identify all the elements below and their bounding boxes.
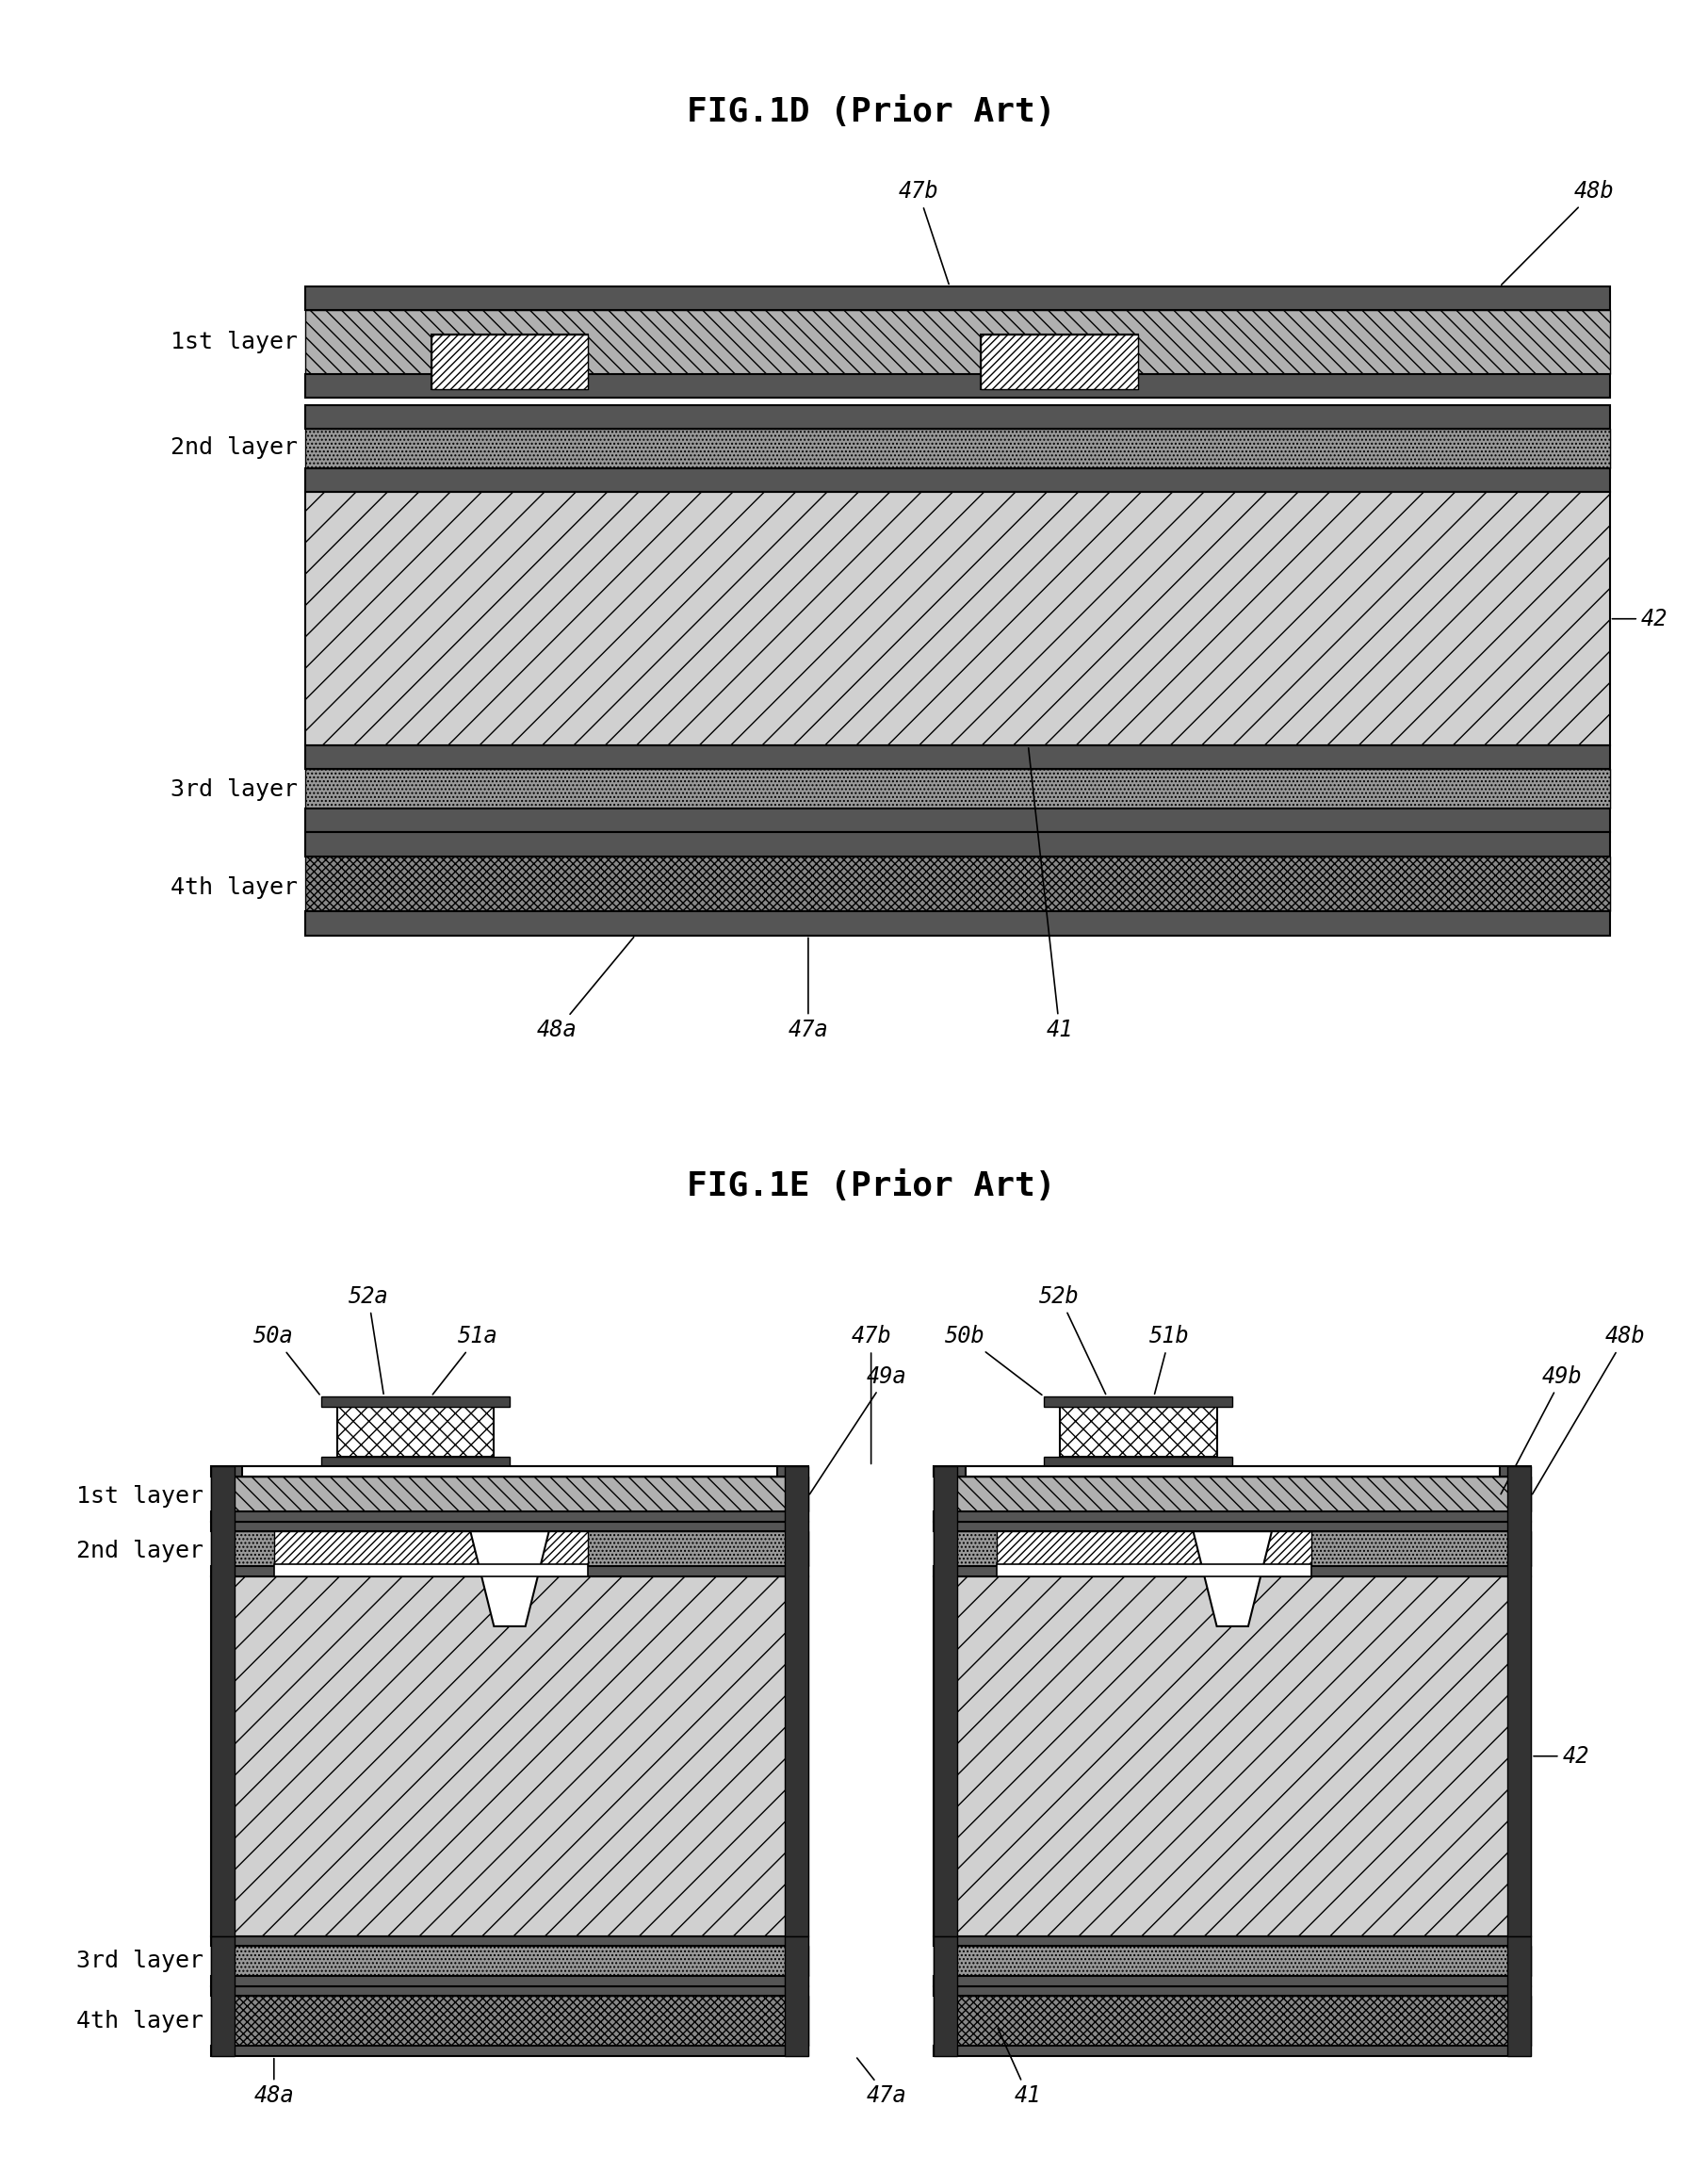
Text: 52a: 52a [348,1285,388,1394]
Bar [243,1465,777,1476]
Bar [980,334,1138,389]
Text: 47a: 47a [857,2058,907,2108]
Text: 47a: 47a [787,938,828,1042]
Bar [306,406,1609,430]
Text: 3rd layer: 3rd layer [171,779,297,801]
Bar [1508,1937,1530,2056]
Bar [306,831,1609,855]
Bar [212,1476,808,1511]
Bar [934,1945,1530,1976]
Text: 1st layer: 1st layer [171,330,297,354]
Bar [1044,1457,1233,1465]
Bar [273,1565,588,1576]
Text: 47b: 47b [898,180,950,284]
Text: 41: 41 [997,2028,1042,2108]
Bar [784,1937,808,2056]
Bar [306,469,1609,493]
Text: FIG.1D (Prior Art): FIG.1D (Prior Art) [687,96,1056,128]
Bar [212,1531,808,1565]
Bar [934,1995,1530,2045]
Bar [997,1531,1312,1565]
Text: 1st layer: 1st layer [77,1485,203,1507]
Bar [321,1396,509,1407]
Bar [306,745,1609,769]
Bar [934,1576,1530,1937]
Text: 47b: 47b [851,1324,892,1463]
Text: 49a: 49a [810,1366,907,1494]
Text: 49b: 49b [1501,1366,1583,1494]
Polygon shape [470,1531,548,1626]
Bar [1044,1396,1233,1407]
Bar [212,1937,808,1945]
Bar [784,1465,808,1937]
Bar [306,493,1609,745]
Text: 2nd layer: 2nd layer [171,436,297,460]
Bar [212,1465,808,1476]
Bar [934,1937,958,2056]
Bar [273,1531,588,1565]
Bar [306,769,1609,808]
Bar [980,334,1138,389]
Bar [934,1531,1530,1565]
Bar [212,1576,808,1937]
Bar [212,1995,808,2045]
Bar [212,1465,234,1937]
Bar [306,287,1609,310]
Bar [965,1465,1500,1476]
Bar [212,1522,808,1531]
Text: 50b: 50b [945,1324,1042,1396]
Bar [934,1565,1530,1576]
Bar [306,808,1609,831]
Bar [306,855,1609,912]
Bar [934,1465,1530,1476]
Bar [321,1457,509,1465]
Bar [212,1511,808,1522]
Bar [306,373,1609,397]
Bar [430,334,588,389]
Text: 50a: 50a [254,1324,319,1394]
Bar [934,1976,1530,1986]
Text: 52b: 52b [1040,1285,1105,1394]
Bar [934,1522,1530,1531]
Text: 4th layer: 4th layer [171,877,297,899]
Bar [212,1986,808,1995]
Text: 51a: 51a [432,1324,499,1394]
Text: 41: 41 [1028,749,1073,1042]
Text: 48a: 48a [254,2058,294,2108]
Bar [212,1565,808,1576]
Text: 42: 42 [1612,608,1669,630]
Bar [306,912,1609,936]
Bar [336,1407,494,1457]
Bar [934,1465,958,1937]
Bar [306,310,1609,373]
Bar [934,2045,1530,2056]
Bar [212,1976,808,1986]
Bar [212,1937,234,2056]
Bar [934,1511,1530,1522]
Text: 42: 42 [1534,1745,1590,1767]
Text: 48a: 48a [536,938,634,1042]
Text: 4th layer: 4th layer [77,2010,203,2032]
Text: FIG.1E (Prior Art): FIG.1E (Prior Art) [687,1170,1056,1203]
Text: 48b: 48b [1501,180,1614,284]
Bar [212,1945,808,1976]
Bar [997,1565,1312,1576]
Text: 2nd layer: 2nd layer [77,1539,203,1563]
Text: 51b: 51b [1149,1324,1190,1394]
Bar [306,430,1609,469]
Bar [1059,1407,1216,1457]
Text: 3rd layer: 3rd layer [77,1950,203,1971]
Bar [934,1937,1530,1945]
Bar [430,334,588,389]
Bar [1508,1465,1530,1937]
Bar [934,1986,1530,1995]
Bar [212,2045,808,2056]
Text: 48b: 48b [1532,1324,1645,1494]
Polygon shape [1194,1531,1272,1626]
Bar [934,1476,1530,1511]
